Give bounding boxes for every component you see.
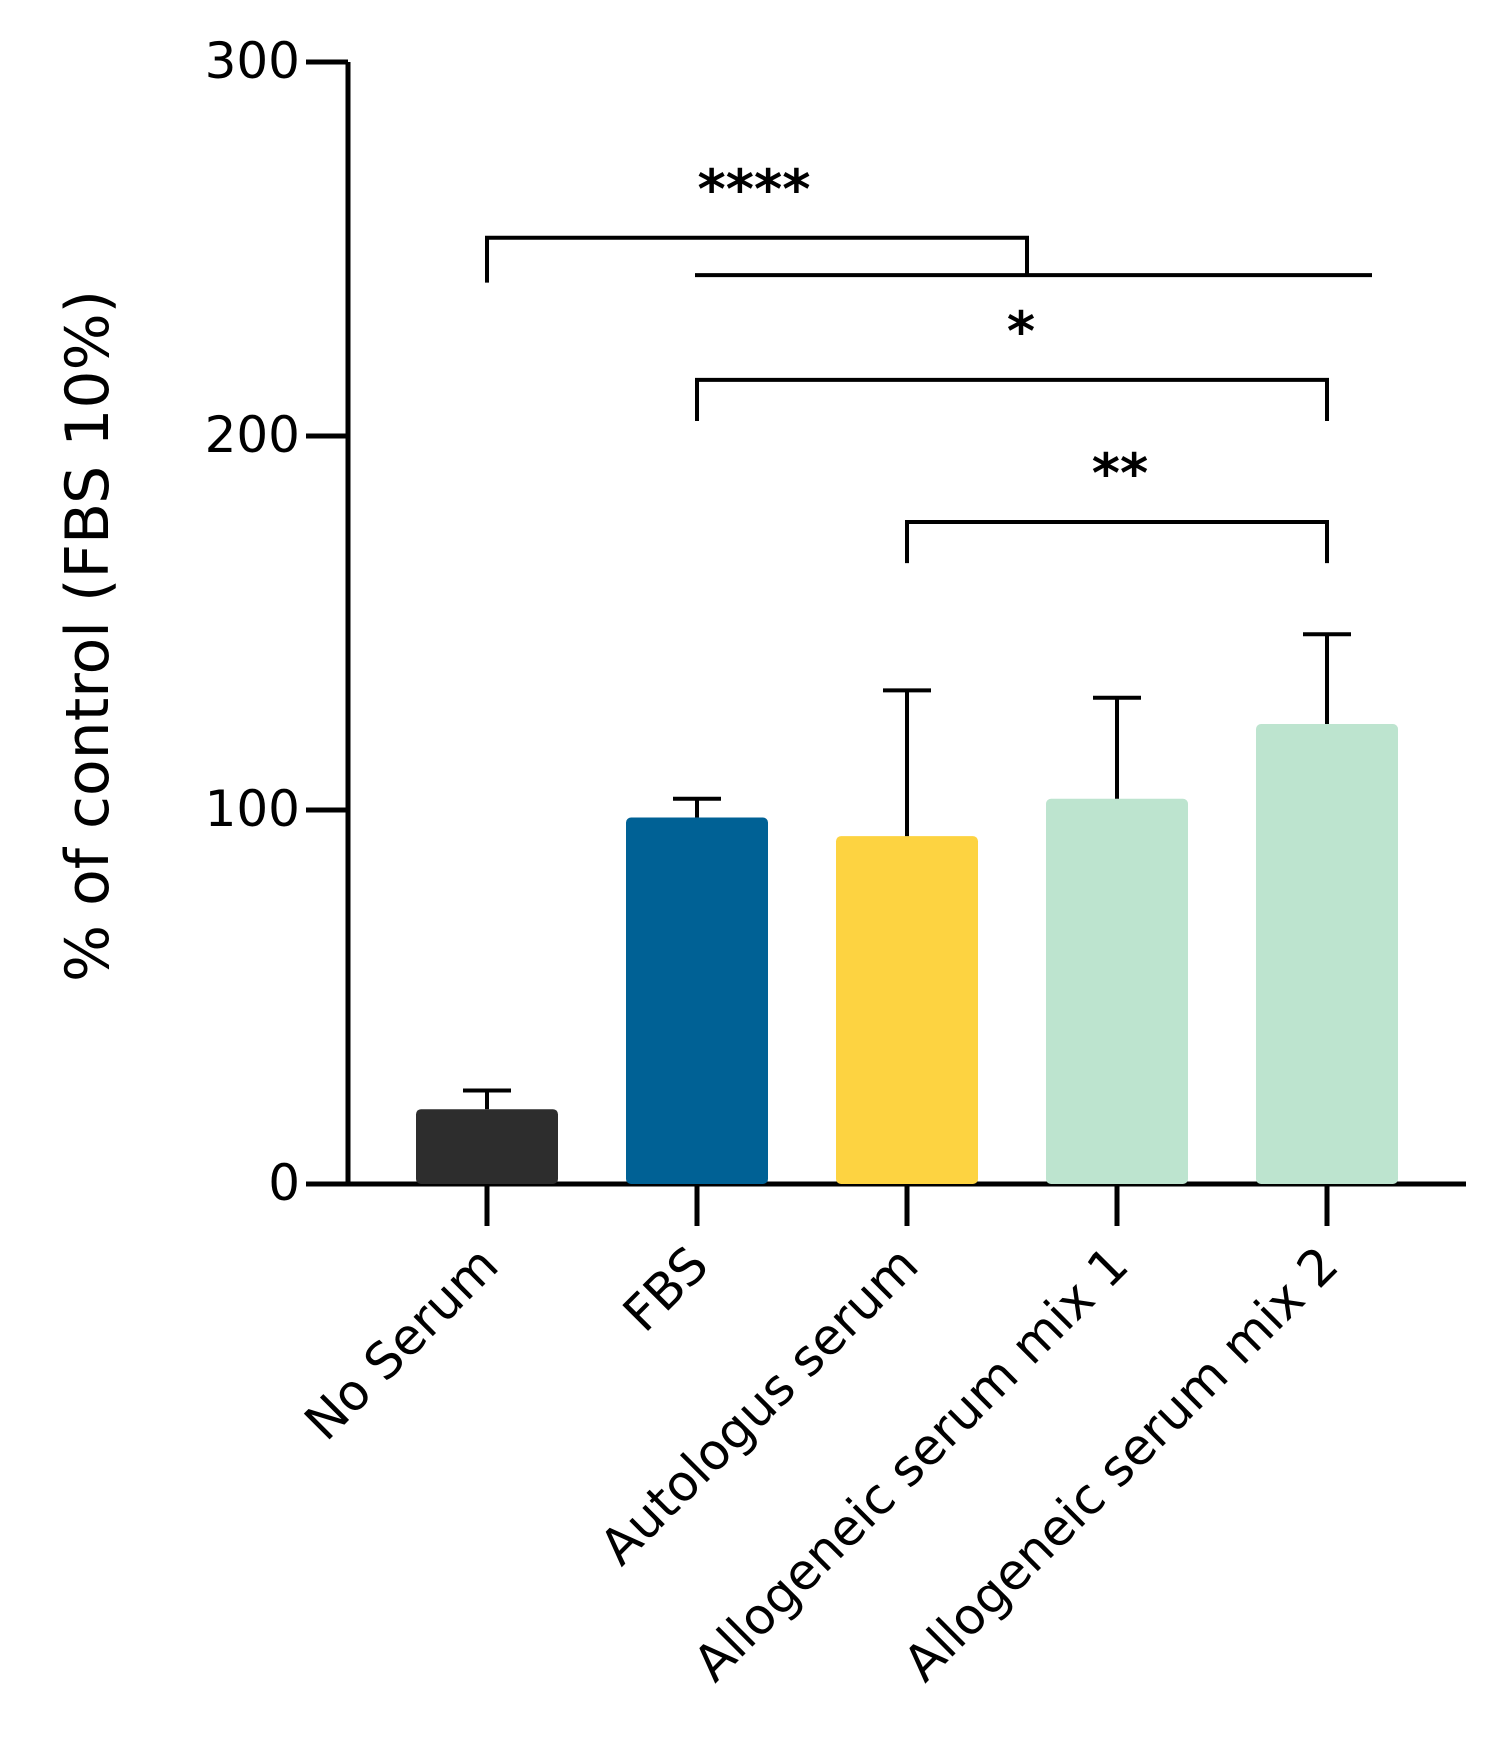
bar bbox=[626, 817, 768, 1184]
significance-label: **** bbox=[698, 158, 811, 221]
y-tick-label: 300 bbox=[205, 32, 300, 90]
y-axis-title: % of control (FBS 10%) bbox=[53, 290, 123, 982]
significance-brackets: ******* bbox=[485, 158, 1372, 564]
bars bbox=[416, 723, 1398, 1184]
bar bbox=[416, 1109, 558, 1184]
significance-label: ** bbox=[1092, 442, 1148, 505]
error-bars bbox=[463, 632, 1351, 1110]
bar bbox=[836, 836, 978, 1184]
y-tick-label: 0 bbox=[268, 1154, 300, 1212]
y-axis: 0 100 200 300 bbox=[205, 32, 351, 1212]
bar bbox=[1046, 798, 1188, 1184]
bracket-line bbox=[485, 235, 1029, 283]
bracket-line bbox=[695, 377, 1329, 422]
bracket-line bbox=[905, 520, 1329, 564]
x-tick-label: No Serum bbox=[294, 1235, 510, 1451]
y-tick-label: 200 bbox=[205, 406, 300, 464]
x-tick-label: Allogeneic serum mix 1 bbox=[682, 1235, 1139, 1692]
x-tick-label: FBS bbox=[612, 1235, 719, 1342]
y-tick-label: 100 bbox=[205, 780, 300, 838]
x-tick-label: Allogeneic serum mix 2 bbox=[892, 1235, 1349, 1692]
bar bbox=[1256, 723, 1398, 1184]
significance-label: * bbox=[1007, 300, 1035, 363]
